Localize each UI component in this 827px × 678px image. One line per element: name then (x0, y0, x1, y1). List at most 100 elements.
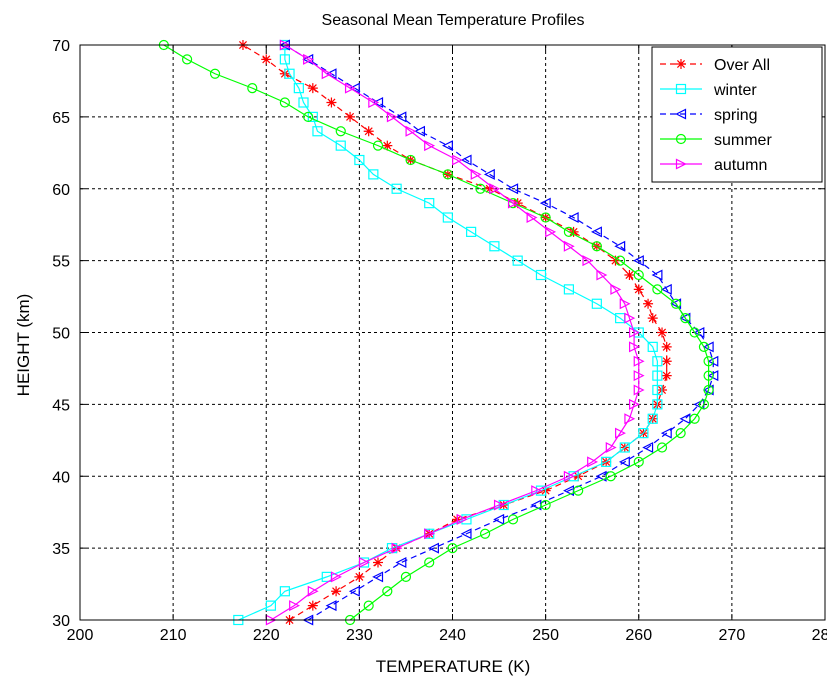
data-point (386, 111, 398, 123)
data-point (354, 154, 365, 166)
data-point (698, 399, 710, 410)
data-point (702, 341, 714, 353)
data-point (452, 154, 463, 166)
data-point (284, 68, 295, 79)
data-point (651, 269, 663, 281)
data-point (373, 557, 383, 568)
data-point (209, 68, 221, 79)
data-point (591, 241, 602, 252)
data-point (615, 255, 626, 266)
data-point (703, 370, 714, 381)
data-point (615, 427, 626, 439)
data-point (326, 97, 337, 108)
series-line (242, 44, 668, 621)
legend-label: winter (713, 82, 757, 99)
data-point (647, 341, 658, 352)
data-point (307, 83, 318, 94)
data-point (601, 456, 612, 467)
data-point (619, 442, 630, 453)
legend-marker (675, 158, 687, 170)
data-point (670, 298, 682, 309)
data-point (507, 183, 519, 195)
data-point (289, 600, 301, 612)
data-point (652, 399, 663, 410)
data-point (475, 183, 486, 194)
legend-marker (675, 108, 687, 120)
data-point (391, 183, 402, 194)
data-point (563, 240, 575, 252)
chart-title: Seasonal Mean Temperature Profiles (322, 12, 585, 29)
data-point (633, 384, 645, 396)
data-point (652, 356, 663, 367)
data-point (563, 284, 575, 295)
y-axis-label: HEIGHT (km) (14, 294, 33, 397)
data-point (652, 284, 663, 295)
data-point (247, 83, 258, 94)
data-point (693, 327, 705, 338)
data-point (539, 197, 551, 209)
x-tick-label: 200 (67, 627, 94, 644)
data-point (466, 226, 477, 237)
x-tick-label: 270 (719, 627, 746, 644)
legend-marker (676, 59, 686, 69)
data-point (372, 571, 384, 583)
data-point (493, 513, 505, 525)
data-point (470, 168, 482, 180)
data-point (303, 111, 314, 122)
data-point (628, 327, 640, 338)
data-point (507, 197, 519, 209)
data-point (307, 600, 318, 611)
data-point (540, 212, 551, 223)
series-autumn (265, 39, 645, 626)
data-point (298, 97, 309, 108)
data-point (614, 240, 626, 252)
data-point (624, 270, 635, 280)
data-point (633, 284, 644, 295)
data-point (483, 168, 495, 180)
data-point (660, 283, 672, 295)
data-point (428, 542, 439, 554)
data-point (698, 341, 710, 352)
data-point (303, 53, 314, 65)
y-tick-label: 55 (52, 254, 70, 271)
data-point (591, 298, 602, 309)
legend-label: autumn (714, 157, 767, 174)
data-point (689, 413, 700, 424)
x-tick-label: 220 (253, 627, 280, 644)
data-point (628, 341, 640, 353)
data-point (605, 442, 617, 453)
data-point (489, 241, 500, 252)
legend-label: summer (714, 132, 772, 149)
data-point (633, 269, 644, 281)
data-point (605, 471, 616, 482)
data-point (661, 341, 672, 352)
data-point (507, 514, 519, 525)
data-point (647, 413, 658, 424)
x-tick-label: 240 (439, 627, 466, 644)
data-point (657, 327, 668, 338)
data-point (442, 212, 453, 223)
data-point (647, 313, 658, 324)
data-point (633, 456, 644, 467)
x-axis-label: TEMPERATURE (K) (376, 657, 531, 676)
data-point (181, 54, 193, 65)
data-point (325, 600, 337, 612)
data-point (424, 198, 435, 209)
data-point (675, 428, 686, 439)
x-tick-label: 230 (346, 627, 373, 644)
series-line (270, 44, 640, 621)
data-point (656, 442, 668, 453)
data-point (456, 513, 468, 525)
data-point (632, 255, 644, 267)
data-point (535, 269, 547, 281)
data-point (680, 313, 691, 324)
data-point (424, 557, 435, 568)
y-tick-label: 45 (52, 397, 70, 414)
data-point (400, 571, 412, 582)
data-point (460, 154, 472, 166)
data-point (395, 557, 407, 568)
data-point (479, 528, 491, 539)
data-point (642, 442, 654, 453)
x-tick-label: 250 (532, 627, 559, 644)
data-point (689, 327, 700, 338)
